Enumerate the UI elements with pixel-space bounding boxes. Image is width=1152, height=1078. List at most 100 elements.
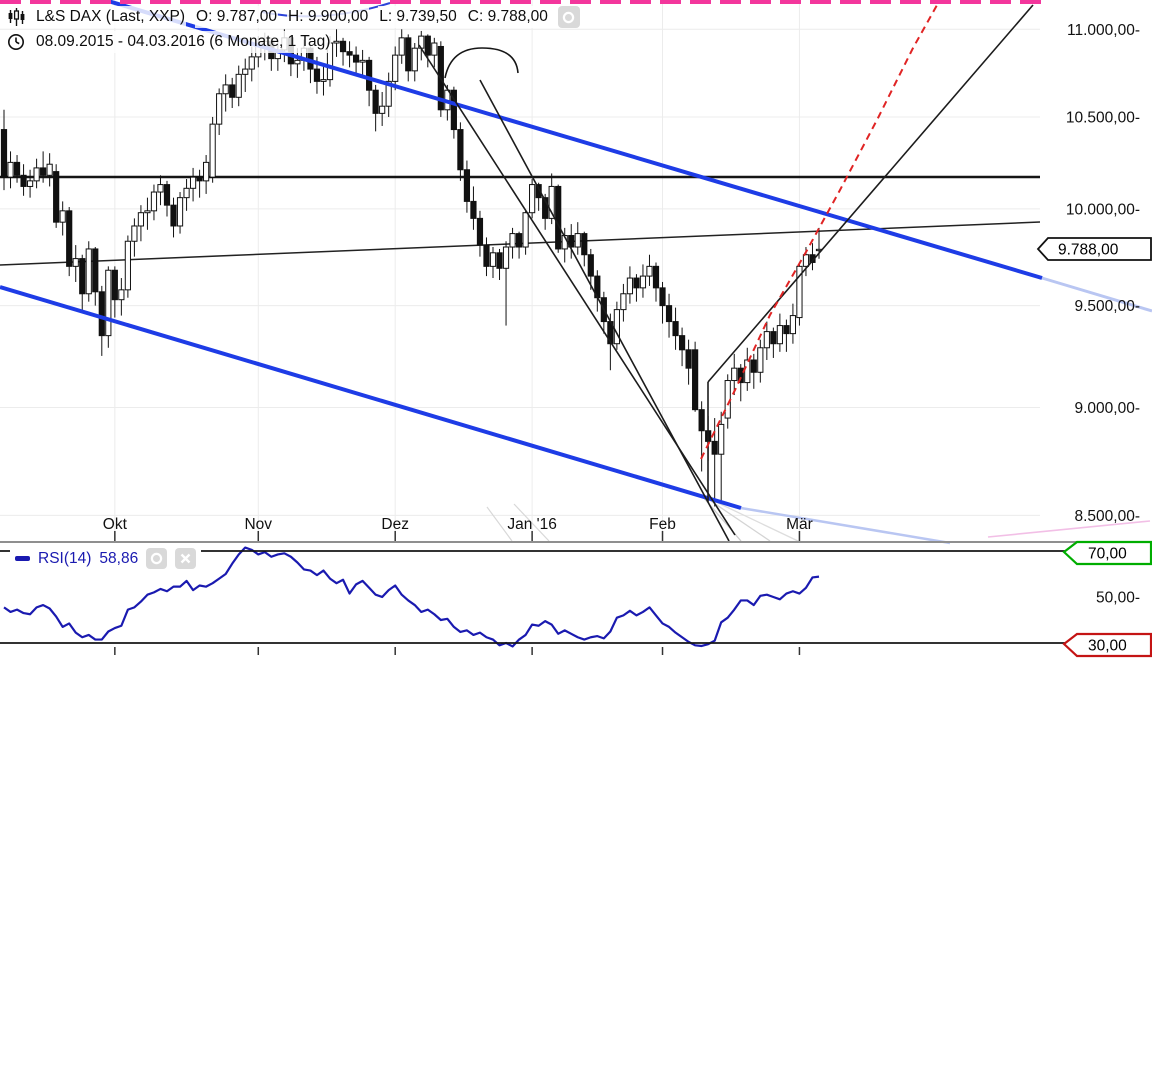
candle-body (352, 54, 360, 63)
candle-body (242, 68, 249, 75)
candle-body (40, 167, 47, 176)
candle-body (581, 233, 588, 256)
candle-body (431, 42, 438, 56)
candle-body (131, 225, 138, 242)
candle-body (652, 265, 660, 289)
candle-body (66, 210, 73, 267)
close-value: C: 9.788,00 (466, 6, 549, 28)
candle-body (685, 349, 692, 369)
open-value: O: 9.787,00 (195, 6, 279, 28)
chart-options-button[interactable] (557, 6, 580, 28)
candle-body (229, 84, 236, 98)
candle-body (483, 244, 490, 267)
candle-body (718, 423, 725, 455)
candle-body (737, 367, 744, 384)
faint-fan-line (707, 498, 771, 542)
chart-legend: L&S DAX (Last, XXP) O: 9.787,00 H: 9.900… (6, 6, 580, 28)
candle-body (672, 321, 679, 337)
candle-body (59, 210, 66, 223)
candle-body (124, 240, 131, 291)
candle-body (424, 35, 431, 56)
candle-body (802, 254, 810, 267)
rsi-value: 58,86 (99, 549, 139, 567)
candle-body (176, 197, 184, 227)
candle-body (731, 367, 738, 382)
price-chart-plot[interactable]: Okt Nov Dez Jan '16 Feb Mär 11.000,00- 10.500,0… (0, 0, 1152, 664)
month-label: Feb (649, 516, 676, 533)
candle-body (7, 161, 14, 178)
steep-downtrend-line (418, 44, 736, 536)
candle-body (574, 233, 581, 248)
candle-body (535, 184, 542, 199)
rsi-oversold-value: 30,00 (1088, 638, 1127, 655)
ellipse-annotation (444, 47, 519, 79)
candle-body (463, 169, 471, 202)
candle-body (163, 184, 171, 206)
candle-body (26, 180, 34, 187)
candle-body (763, 331, 770, 349)
candle-body (568, 235, 575, 248)
candle-body (411, 47, 418, 72)
faint-fan-line (513, 503, 550, 542)
candle-body (320, 79, 327, 82)
steep-downtrend-line (479, 79, 730, 542)
blue-downtrend-line-lower (0, 285, 742, 510)
rsi-label: RSI(14) (38, 549, 92, 567)
rsi-oversold-tag (1062, 632, 1152, 658)
candle-body (157, 184, 164, 193)
candle-body (248, 56, 255, 70)
candle-body (366, 59, 373, 91)
candle-body (46, 163, 53, 176)
candle-body (613, 309, 620, 345)
faint-fan-line (486, 506, 513, 542)
candle-body (678, 335, 686, 351)
candle-body (757, 347, 764, 373)
rsi-close-button[interactable] (175, 548, 197, 569)
candle-body (85, 248, 92, 295)
rsi-settings-button[interactable] (146, 548, 168, 569)
candle-body (313, 68, 321, 82)
candle-body (98, 291, 105, 337)
y-axis-label: 9.500,00- (1075, 298, 1141, 315)
candle-body (183, 187, 190, 199)
candle-body (515, 233, 523, 248)
candle-body (333, 40, 340, 44)
candle-body (92, 248, 99, 293)
red-dashed-uptrend-line (700, 0, 942, 460)
candle-body (385, 80, 392, 107)
y-axis-label: 9.000,00- (1075, 400, 1141, 417)
candle-body (0, 129, 8, 178)
rsi-line (3, 546, 820, 648)
candle-body (196, 176, 203, 182)
candle-body (359, 59, 366, 63)
current-price-value: 9.788,00 (1058, 242, 1119, 259)
y-axis-label: 10.500,00- (1066, 109, 1140, 126)
candle-body (20, 174, 27, 187)
candle-body (294, 59, 301, 65)
candle-body (496, 252, 503, 269)
candle-body (105, 269, 112, 337)
candle-body (457, 129, 464, 171)
candle-body (222, 84, 229, 95)
rising-trendline (707, 4, 1034, 383)
candle-body (587, 254, 594, 277)
candle-body (405, 37, 412, 72)
candle-body (170, 204, 177, 227)
high-value: H: 9.900,00 (287, 6, 370, 28)
candle-body (489, 252, 497, 267)
candle-body (53, 171, 60, 223)
low-value: L: 9.739,50 (378, 6, 458, 28)
rsi-overbought-tag (1062, 540, 1152, 566)
y-axis-label: 8.500,00- (1075, 508, 1141, 525)
candle-body (692, 349, 699, 411)
candle-body (542, 197, 549, 219)
candle-body (522, 212, 529, 248)
date-range: 08.09.2015 - 04.03.2016 (6 Monate, 1 Tag… (35, 31, 332, 53)
candle-body (529, 184, 536, 214)
faint-pink-line (987, 520, 1151, 538)
candle-body (150, 191, 158, 212)
candle-body (776, 325, 783, 345)
candle-body (789, 315, 797, 335)
candle-body (796, 265, 803, 319)
